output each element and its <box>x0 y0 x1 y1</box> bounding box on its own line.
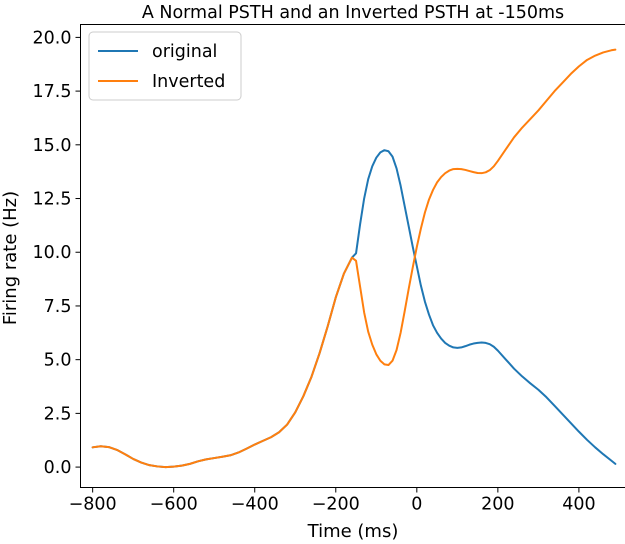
y-axis-ticks: 0.0 2.5 5.0 7.5 10.0 12.5 15.0 17.5 20.0 <box>33 28 81 478</box>
y-tick-label: 2.5 <box>44 404 72 424</box>
x-tick-label: −200 <box>312 495 360 515</box>
x-tick-label: −400 <box>231 495 279 515</box>
y-tick-label: 12.5 <box>33 190 72 210</box>
legend-label-original: original <box>152 42 217 62</box>
series-line-original <box>93 150 616 467</box>
x-tick-label: 200 <box>481 495 514 515</box>
y-tick-label: 10.0 <box>33 243 72 263</box>
x-tick-label: 0 <box>411 495 422 515</box>
y-tick-label: 15.0 <box>33 136 72 156</box>
series-layer <box>93 50 616 467</box>
x-axis-ticks: −800 −600 −400 −200 0 200 400 <box>69 488 596 515</box>
y-tick-label: 17.5 <box>33 82 72 102</box>
y-tick-label: 20.0 <box>33 28 72 48</box>
series-line-inverted <box>93 50 616 467</box>
y-tick-label: 7.5 <box>44 297 72 317</box>
legend: original Inverted <box>89 32 241 100</box>
x-axis-label: Time (ms) <box>307 521 399 540</box>
y-tick-label: 0.0 <box>44 458 72 478</box>
x-tick-label: 400 <box>562 495 595 515</box>
x-tick-label: −600 <box>150 495 198 515</box>
x-tick-label: −800 <box>69 495 117 515</box>
chart-title: A Normal PSTH and an Inverted PSTH at -1… <box>142 3 564 23</box>
y-axis-label: Firing rate (Hz) <box>0 191 21 325</box>
y-tick-label: 5.0 <box>44 351 72 371</box>
legend-label-inverted: Inverted <box>152 72 225 92</box>
